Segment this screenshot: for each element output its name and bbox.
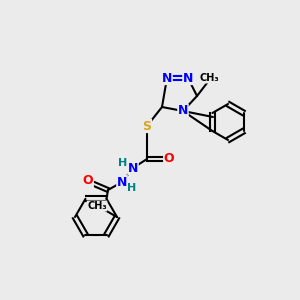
Text: N: N — [183, 71, 193, 85]
Text: O: O — [164, 152, 174, 166]
Text: S: S — [142, 119, 152, 133]
Text: N: N — [162, 71, 172, 85]
Text: CH₃: CH₃ — [87, 201, 107, 211]
Text: N: N — [178, 104, 188, 118]
Text: O: O — [83, 175, 93, 188]
Text: N: N — [117, 176, 127, 188]
Text: H: H — [118, 158, 127, 168]
Text: CH₃: CH₃ — [199, 73, 219, 83]
Text: H: H — [128, 183, 136, 193]
Text: N: N — [128, 161, 138, 175]
